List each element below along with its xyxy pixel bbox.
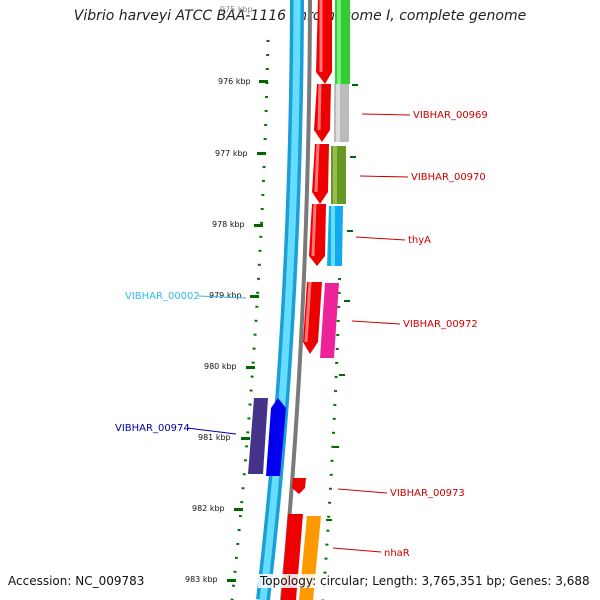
gene-label-vibhar-00969[interactable]: VIBHAR_00969 bbox=[413, 110, 488, 121]
kbp-ticks: 975 kbp 976 kbp 977 kbp 978 kbp 979 kbp … bbox=[185, 5, 268, 584]
gene-block-magenta[interactable] bbox=[320, 283, 339, 358]
tick-label: 982 kbp bbox=[192, 504, 225, 513]
tick-label: 979 kbp bbox=[209, 291, 242, 300]
gene-labels: VIBHAR_00969 VIBHAR_00970 thyA VIBHAR_00… bbox=[115, 110, 488, 559]
gene-label-vibhar-00974[interactable]: VIBHAR_00974 bbox=[115, 423, 190, 434]
gene-label-vibhar-00972[interactable]: VIBHAR_00972 bbox=[403, 319, 478, 330]
tick-label: 976 kbp bbox=[218, 77, 251, 86]
gene-arrow[interactable] bbox=[303, 282, 322, 354]
outer-dotted-ring bbox=[321, 39, 344, 600]
gene-arrow[interactable] bbox=[316, 0, 332, 84]
gene-arrow[interactable] bbox=[314, 84, 331, 142]
tick-label: 975 kbp bbox=[220, 5, 253, 14]
tick-label: 977 kbp bbox=[215, 149, 248, 158]
backbone-blue-ring-highlight bbox=[259, 0, 301, 600]
gene-arrow[interactable] bbox=[312, 144, 329, 204]
outer-ticks bbox=[326, 84, 358, 521]
gene-block-navy[interactable] bbox=[248, 398, 268, 474]
gene-label-thya[interactable]: thyA bbox=[408, 235, 431, 246]
leader-lines bbox=[332, 113, 411, 553]
leader-line bbox=[186, 427, 237, 435]
gene-arrow[interactable] bbox=[309, 204, 326, 266]
reverse-strand-genes bbox=[248, 398, 286, 476]
inner-dotted-ring bbox=[230, 39, 270, 600]
gene-label-nhar[interactable]: nhaR bbox=[384, 548, 410, 559]
tick-label: 981 kbp bbox=[198, 433, 231, 442]
gene-arrow-blue[interactable] bbox=[266, 398, 286, 476]
gene-arrow[interactable] bbox=[292, 478, 306, 494]
tick-label: 980 kbp bbox=[204, 362, 237, 371]
tick-label: 983 kbp bbox=[185, 575, 218, 584]
gene-label-vibhar-00970[interactable]: VIBHAR_00970 bbox=[411, 172, 486, 183]
genome-summary: Topology: circular; Length: 3,765,351 bp… bbox=[258, 574, 592, 588]
gene-label-vibhar-00002[interactable]: VIBHAR_00002 bbox=[125, 291, 200, 302]
accession-label: Accession: NC_009783 bbox=[8, 574, 145, 588]
gene-label-vibhar-00973[interactable]: VIBHAR_00973 bbox=[390, 488, 465, 499]
tick-label: 978 kbp bbox=[212, 220, 245, 229]
leader-line bbox=[197, 295, 247, 299]
